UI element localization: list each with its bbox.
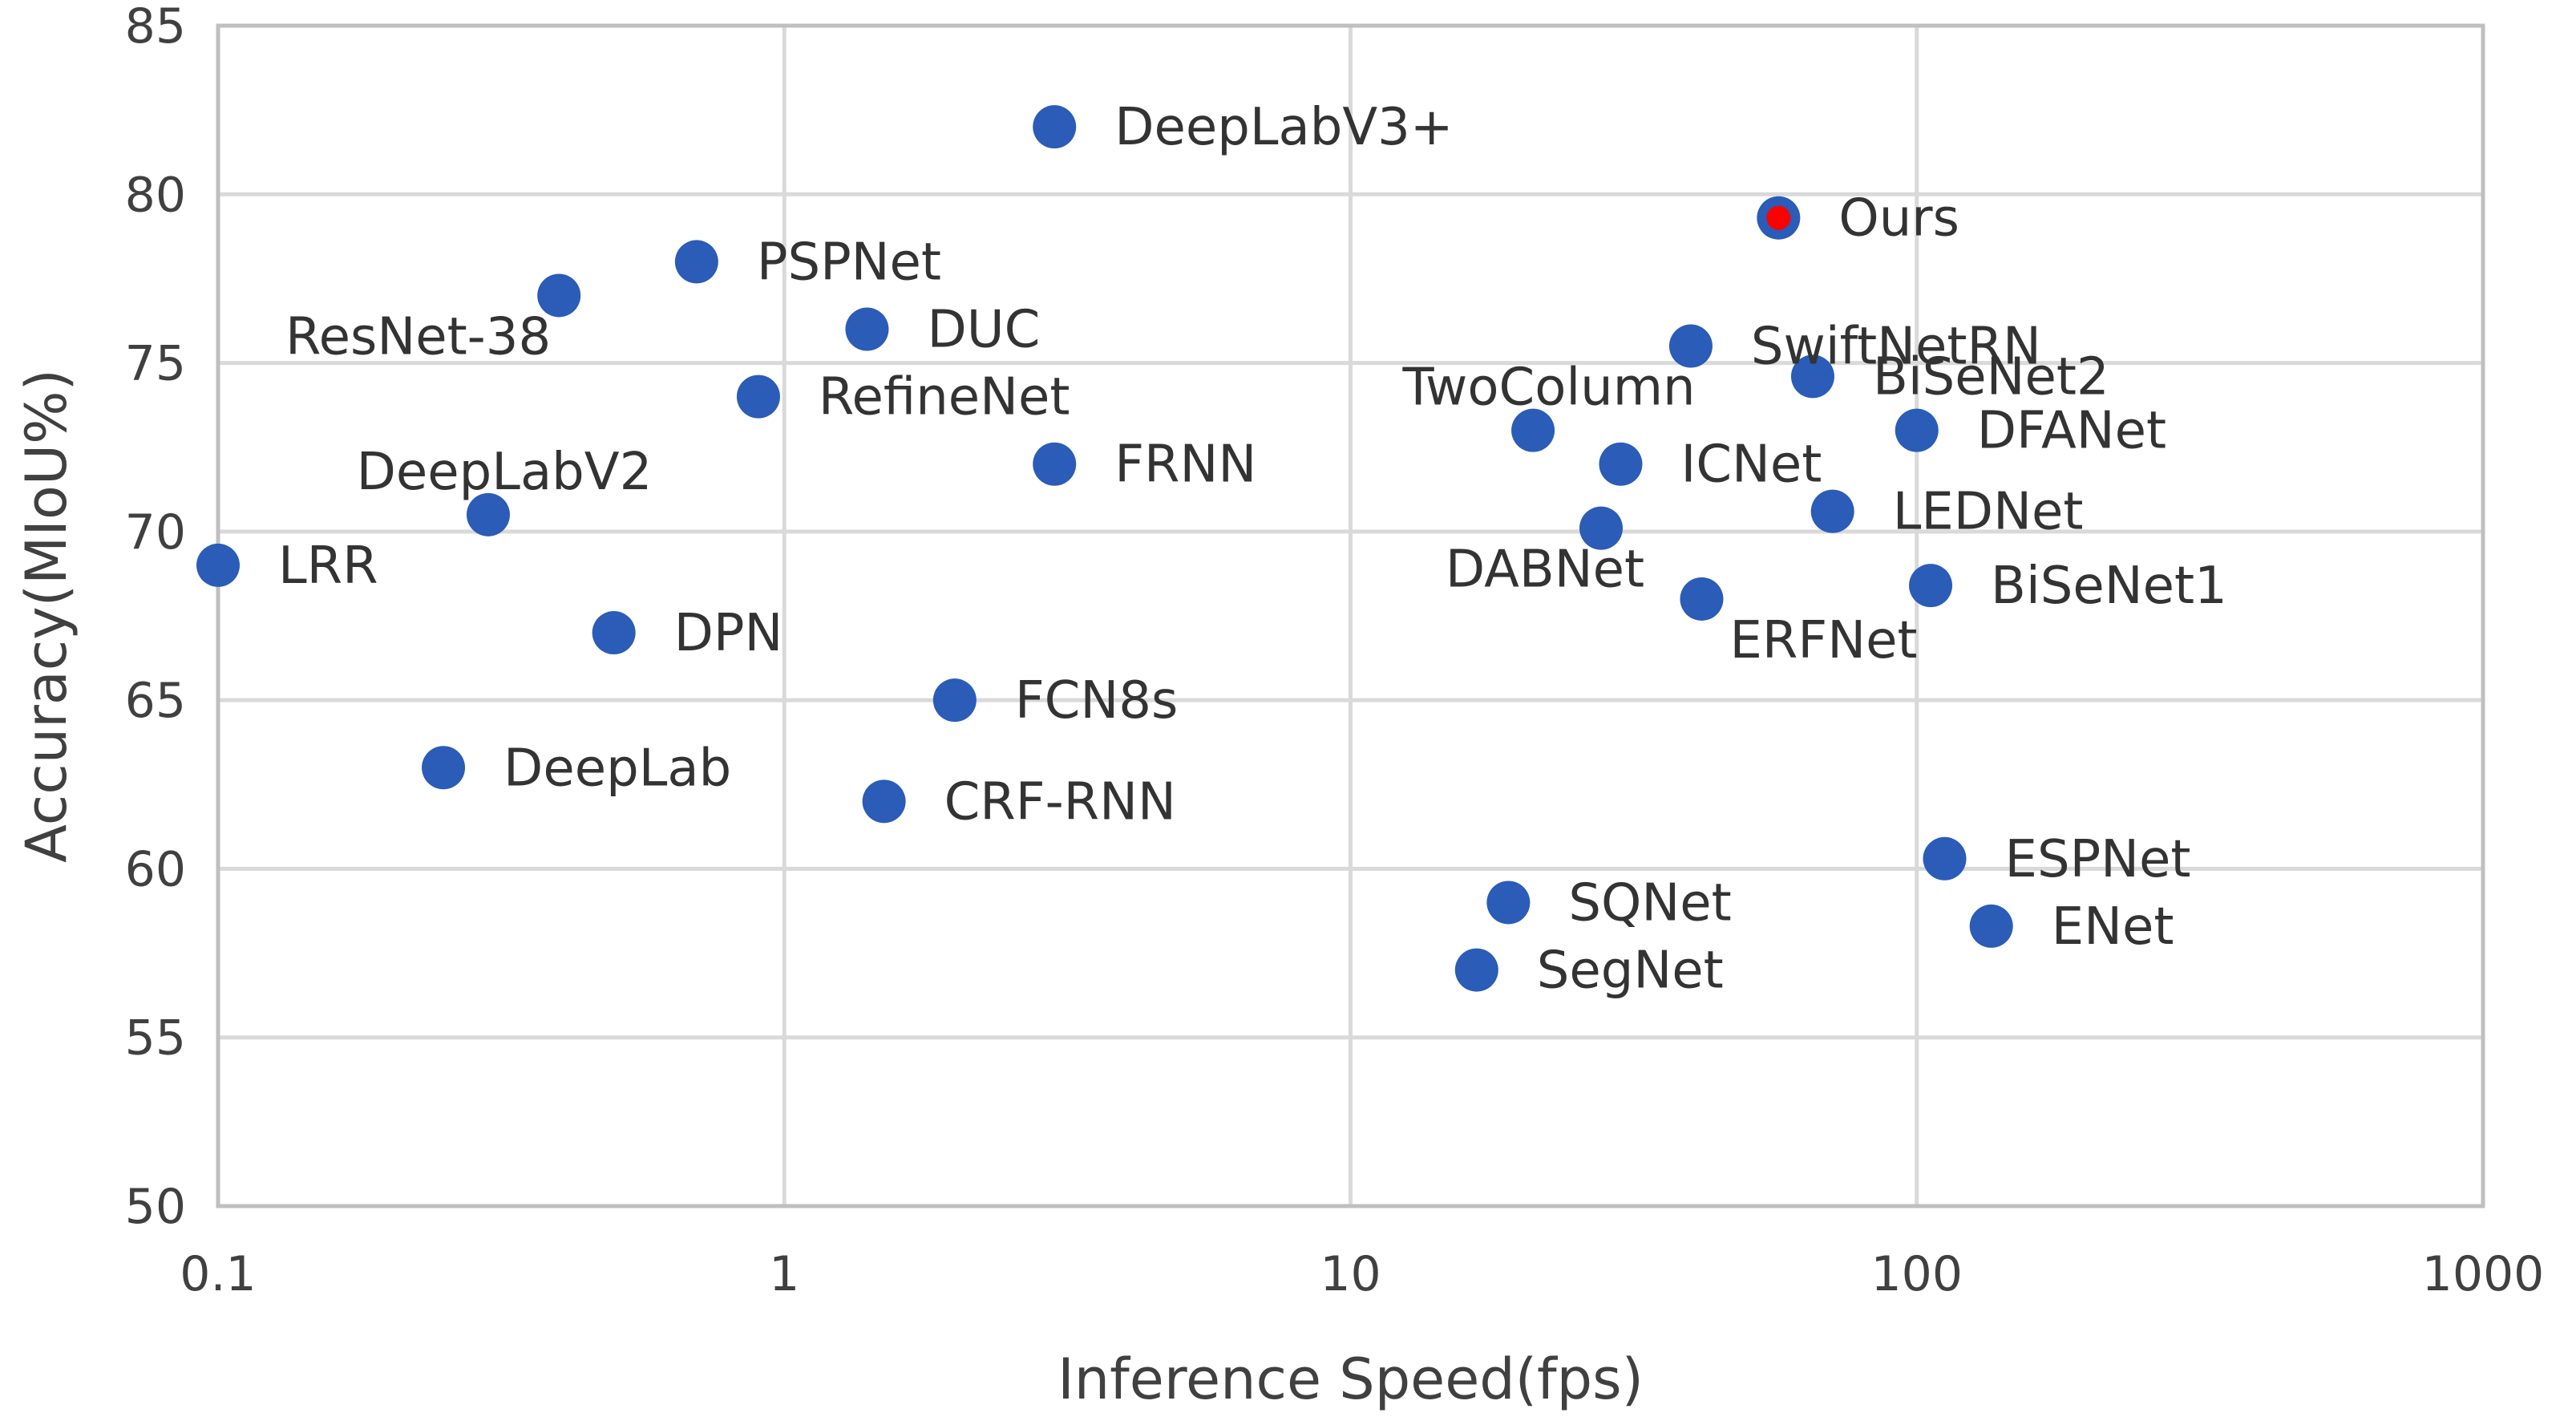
data-point-sqnet xyxy=(1486,881,1531,925)
data-label-dpn: DPN xyxy=(674,604,783,663)
y-tick-label: 75 xyxy=(125,336,186,392)
data-label-swiftnetrn: SwiftNetRN xyxy=(1751,318,2041,377)
data-point-bisenet1 xyxy=(1909,564,1953,608)
data-point-fcn8s xyxy=(932,678,977,723)
data-point-pspnet xyxy=(674,240,718,284)
data-point-dfanet xyxy=(1895,408,1939,452)
data-label-resnet-38: ResNet-38 xyxy=(285,307,551,366)
data-point-lrr xyxy=(196,543,240,587)
data-label-pspnet: PSPNet xyxy=(757,233,941,292)
data-label-crf-rnn: CRF-RNN xyxy=(944,772,1176,832)
data-point-deeplabv3 xyxy=(1033,105,1077,149)
y-tick-label: 70 xyxy=(125,504,186,561)
y-tick-label: 60 xyxy=(125,841,186,897)
data-point-crf-rnn xyxy=(862,779,906,824)
data-label-bisenet2: BiSeNet2 xyxy=(1873,347,2109,407)
y-tick-label: 85 xyxy=(125,0,186,55)
y-tick-label: 55 xyxy=(125,1010,186,1067)
label-layer: LRR DeepLab DeepLabV2 ResNet-38 DPN PSPNet Ref… xyxy=(278,98,2227,1000)
x-tick-label: 0.1 xyxy=(180,1246,256,1302)
data-label-duc: DUC xyxy=(927,301,1040,360)
x-tick-label: 100 xyxy=(1870,1246,1963,1302)
data-point-swiftnetrn xyxy=(1668,324,1713,368)
data-label-deeplabv3: DeepLabV3+ xyxy=(1114,98,1453,157)
data-label-lednet: LEDNet xyxy=(1893,483,2084,542)
data-point-highlight-ours xyxy=(1766,205,1791,230)
data-label-twocolumn: TwoColumn xyxy=(1402,358,1696,418)
y-tick-label: 80 xyxy=(125,167,186,223)
data-point-deeplabv2 xyxy=(466,492,510,536)
data-point-icnet xyxy=(1599,442,1643,486)
data-label-bisenet1: BiSeNet1 xyxy=(1991,557,2227,616)
data-label-lrr: LRR xyxy=(278,536,378,596)
data-point-enet xyxy=(1969,904,2013,948)
data-label-segnet: SegNet xyxy=(1537,941,1724,1001)
data-point-duc xyxy=(845,307,889,351)
data-point-erfnet xyxy=(1680,577,1724,621)
data-point-frnn xyxy=(1033,442,1077,486)
data-label-dabnet: DABNet xyxy=(1446,540,1644,600)
data-point-espnet xyxy=(1923,836,1967,881)
data-label-deeplab: DeepLab xyxy=(503,739,731,798)
x-axis-title: Inference Speed(fps) xyxy=(1057,1346,1644,1412)
data-point-refinenet xyxy=(736,374,780,419)
data-label-espnet: ESPNet xyxy=(2005,830,2191,889)
data-point-lednet xyxy=(1810,489,1854,533)
point-layer xyxy=(196,105,2013,992)
y-tick-label: 65 xyxy=(125,673,186,729)
data-point-dpn xyxy=(592,611,636,655)
x-tick-label: 10 xyxy=(1320,1246,1381,1302)
data-label-icnet: ICNet xyxy=(1680,435,1822,495)
tick-layer: 50 55 60 65 70 75 80 85 0.1 1 10 100 1000 xyxy=(125,0,2545,1302)
x-tick-label: 1 xyxy=(769,1246,799,1302)
data-label-frnn: FRNN xyxy=(1114,435,1256,495)
data-point-bisenet2 xyxy=(1790,354,1834,399)
y-axis-title: Accuracy(MIoU%) xyxy=(14,369,79,863)
data-label-dfanet: DFANet xyxy=(1977,402,2166,461)
data-label-ours: Ours xyxy=(1838,189,1959,249)
data-label-enet: ENet xyxy=(2052,897,2174,957)
data-point-dabnet xyxy=(1579,506,1624,550)
plot-area-border xyxy=(216,23,2485,1208)
data-label-refinenet: RefineNet xyxy=(819,368,1070,427)
data-label-deeplabv2: DeepLabV2 xyxy=(357,443,653,502)
x-tick-label: 1000 xyxy=(2422,1246,2545,1302)
data-label-erfnet: ERFNet xyxy=(1729,611,1917,670)
data-label-sqnet: SQNet xyxy=(1568,873,1731,933)
grid-layer xyxy=(216,23,2485,1208)
data-label-fcn8s: FCN8s xyxy=(1015,671,1178,731)
y-tick-label: 50 xyxy=(125,1179,186,1235)
data-point-resnet-38 xyxy=(537,273,581,318)
data-point-deeplab xyxy=(422,746,466,790)
data-point-twocolumn xyxy=(1511,408,1555,452)
data-point-segnet xyxy=(1454,948,1498,992)
